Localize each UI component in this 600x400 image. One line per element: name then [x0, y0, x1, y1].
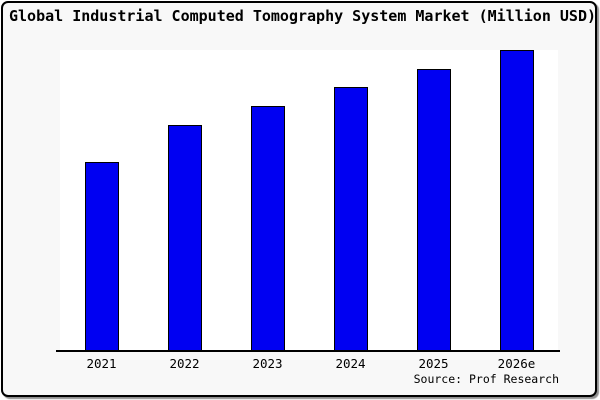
- x-tick-2021: 2021: [86, 356, 117, 371]
- bar-slot-2023: [226, 50, 309, 351]
- x-axis-labels: 2021 2022 2023 2024 2025 2026e: [60, 356, 558, 371]
- bar-2023: [250, 106, 285, 351]
- source-label: Source: Prof Research: [413, 372, 559, 386]
- x-axis-line: [56, 350, 560, 352]
- bar-slot-2026e: [475, 50, 558, 351]
- plot-area: [60, 50, 558, 351]
- bar-2024: [333, 87, 368, 351]
- x-tick-2022: 2022: [169, 356, 200, 371]
- bar-slot-2022: [143, 50, 226, 351]
- bar-slot-2021: [60, 50, 143, 351]
- x-tick-2026e: 2026e: [497, 356, 536, 371]
- chart-title: Global Industrial Computed Tomography Sy…: [9, 7, 596, 25]
- bar-2026e: [499, 50, 534, 351]
- bar-2025: [416, 68, 451, 351]
- bar-2021: [84, 161, 119, 351]
- x-tick-2024: 2024: [335, 356, 366, 371]
- bar-slot-2025: [392, 50, 475, 351]
- bar-2022: [167, 124, 202, 351]
- bar-slot-2024: [309, 50, 392, 351]
- x-tick-2023: 2023: [252, 356, 283, 371]
- x-tick-2025: 2025: [418, 356, 449, 371]
